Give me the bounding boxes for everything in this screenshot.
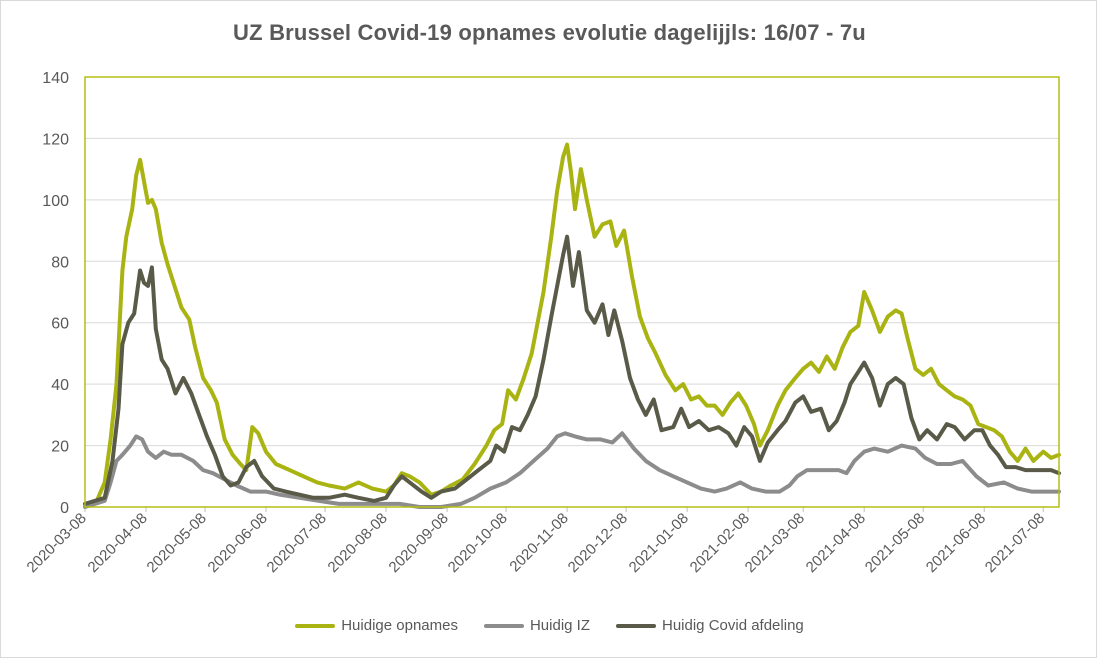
legend-swatch-huidig-covid-afdeling: [616, 623, 656, 628]
legend-label-huidig-iz: Huidig IZ: [529, 617, 590, 634]
y-tick-label: 0: [60, 500, 69, 517]
legend-item-huidige-opnames: Huidige opnames: [295, 617, 458, 634]
x-tick-label: 2021-04-08: [803, 510, 869, 576]
series-line-huidige-opnames: [83, 142, 1061, 506]
x-tick-label: 2020-10-08: [445, 510, 511, 576]
series-line-huidig-covid-afdeling: [83, 234, 1061, 506]
x-tick-label: 2020-12-08: [565, 510, 631, 576]
x-tick-label: 2020-03-08: [24, 510, 90, 576]
y-tick-label: 40: [51, 377, 69, 394]
x-tick-label: 2021-03-08: [742, 510, 808, 576]
plot-area-border: [84, 76, 1060, 508]
chart-title: UZ Brussel Covid-19 opnames evolutie dag…: [233, 20, 866, 45]
x-tick-label: 2020-11-08: [506, 510, 571, 575]
legend-swatch-huidige-opnames: [295, 623, 336, 628]
y-tick-label: 20: [51, 439, 69, 456]
x-tick-label: 2020-09-08: [386, 510, 452, 576]
x-tick-label: 2021-01-08: [626, 510, 692, 576]
y-tick-label: 140: [42, 70, 69, 87]
y-tick-label: 100: [42, 193, 69, 210]
x-tick-label: 2021-05-08: [862, 510, 928, 576]
y-tick-label: 60: [51, 316, 69, 333]
x-tick-label: 2020-07-08: [264, 510, 330, 576]
legend-label-huidig-covid-afdeling: Huidig Covid afdeling: [662, 617, 804, 634]
x-tick-label: 2021-06-08: [923, 510, 989, 576]
legend-swatch-huidig-iz: [483, 623, 524, 628]
legend-item-huidig-covid-afdeling: Huidig Covid afdeling: [616, 617, 804, 634]
x-tick-label: 2020-04-08: [85, 510, 151, 576]
legend-label-huidige-opnames: Huidige opnames: [341, 617, 458, 634]
x-tick-label: 2020-05-08: [144, 510, 210, 576]
x-tick-label: 2020-06-08: [205, 510, 271, 576]
legend-item-huidig-iz: Huidig IZ: [483, 617, 590, 634]
series-line-huidig-iz: [83, 431, 1061, 509]
x-tick-label: 2021-07-08: [982, 510, 1048, 576]
y-tick-label: 120: [42, 131, 69, 148]
y-tick-label: 80: [51, 254, 69, 271]
x-tick-label: 2020-08-08: [325, 510, 391, 576]
legend: Huidige opnames Huidig IZ Huidig Covid a…: [0, 617, 1099, 634]
